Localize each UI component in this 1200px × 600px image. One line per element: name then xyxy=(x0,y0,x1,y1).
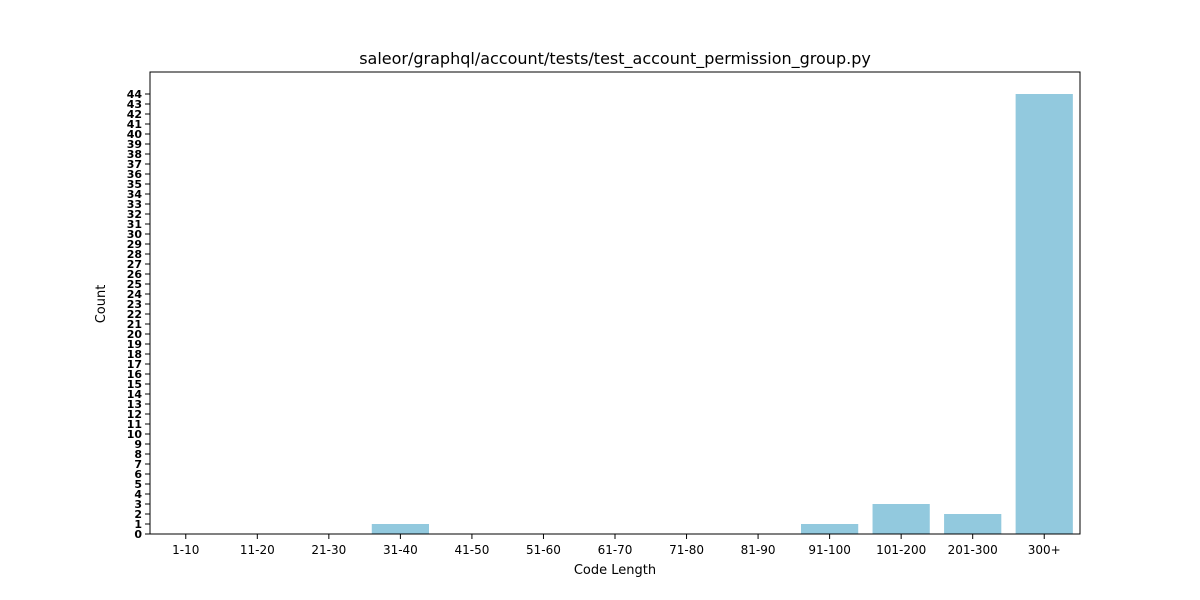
ticks-layer: 1-10 11-20 21-30 31-40 41-50 51-60 61-70 71-80 8… xyxy=(127,88,1061,557)
bar-201-300 xyxy=(944,514,1002,534)
y-tick-label: 27 xyxy=(127,258,142,271)
y-tick-label: 14 xyxy=(127,388,143,401)
bar-91-100 xyxy=(801,524,859,534)
bars-layer xyxy=(371,94,1073,534)
y-tick-label: 39 xyxy=(127,138,142,151)
y-tick-label: 9 xyxy=(134,438,142,451)
x-tick-label: 21-30 xyxy=(311,543,346,557)
y-tick-label: 4 xyxy=(134,488,142,501)
bar-31-40 xyxy=(371,524,429,534)
y-tick-label: 36 xyxy=(127,168,143,181)
x-tick-label: 61-70 xyxy=(598,543,633,557)
y-tick-label: 11 xyxy=(127,418,142,431)
y-tick-label: 26 xyxy=(127,268,143,281)
y-tick-label: 23 xyxy=(127,298,142,311)
x-tick-label: 101-200 xyxy=(876,543,926,557)
y-tick-label: 1 xyxy=(134,518,142,531)
y-tick-label: 30 xyxy=(127,228,143,241)
x-tick-label: 91-100 xyxy=(808,543,851,557)
bar-300+ xyxy=(1015,94,1073,534)
x-tick-label: 81-90 xyxy=(741,543,776,557)
y-tick-label: 5 xyxy=(134,478,142,491)
y-tick-label: 35 xyxy=(127,178,142,191)
y-tick-label: 18 xyxy=(127,348,142,361)
y-tick-label: 28 xyxy=(127,248,142,261)
y-tick-label: 15 xyxy=(127,378,142,391)
x-tick-label: 51-60 xyxy=(526,543,561,557)
y-tick-label: 2 xyxy=(134,508,142,521)
y-tick-label: 24 xyxy=(127,288,143,301)
x-tick-label: 31-40 xyxy=(383,543,418,557)
y-tick-label: 34 xyxy=(127,188,143,201)
y-tick-label: 32 xyxy=(127,208,142,221)
x-tick-label: 71-80 xyxy=(669,543,704,557)
y-tick-label: 38 xyxy=(127,148,142,161)
y-tick-label: 8 xyxy=(134,448,142,461)
bar-101-200 xyxy=(872,504,930,534)
y-tick-label: 6 xyxy=(134,468,142,481)
y-tick-label: 43 xyxy=(127,98,142,111)
y-tick-label: 31 xyxy=(127,218,142,231)
x-tick-label: 300+ xyxy=(1028,543,1061,557)
x-tick-label: 41-50 xyxy=(454,543,489,557)
y-tick-label: 16 xyxy=(127,368,143,381)
y-tick-label: 10 xyxy=(127,428,143,441)
y-tick-label: 44 xyxy=(127,88,143,101)
x-tick-label: 1-10 xyxy=(172,543,199,557)
plot-frame xyxy=(149,71,1081,535)
y-tick-label: 42 xyxy=(127,108,142,121)
y-tick-label: 41 xyxy=(127,118,142,131)
x-tick-label: 11-20 xyxy=(240,543,275,557)
y-tick-label: 12 xyxy=(127,408,142,421)
y-tick-label: 21 xyxy=(127,318,142,331)
y-tick-label: 40 xyxy=(127,128,143,141)
y-tick-label: 0 xyxy=(134,528,142,541)
y-tick-label: 25 xyxy=(127,278,142,291)
y-tick-label: 22 xyxy=(127,308,142,321)
y-tick-label: 37 xyxy=(127,158,142,171)
y-tick-label: 20 xyxy=(127,328,143,341)
y-tick-label: 33 xyxy=(127,198,142,211)
x-axis-label: Code Length xyxy=(574,563,656,578)
y-tick-label: 17 xyxy=(127,358,142,371)
y-axis-label: Count xyxy=(94,285,109,324)
y-tick-label: 19 xyxy=(127,338,142,351)
chart-title: saleor/graphql/account/tests/test_accoun… xyxy=(359,49,871,69)
x-tick-label: 201-300 xyxy=(948,543,998,557)
y-tick-label: 13 xyxy=(127,398,142,411)
y-tick-label: 29 xyxy=(127,238,142,251)
y-tick-label: 3 xyxy=(134,498,142,511)
y-tick-label: 7 xyxy=(134,458,142,471)
